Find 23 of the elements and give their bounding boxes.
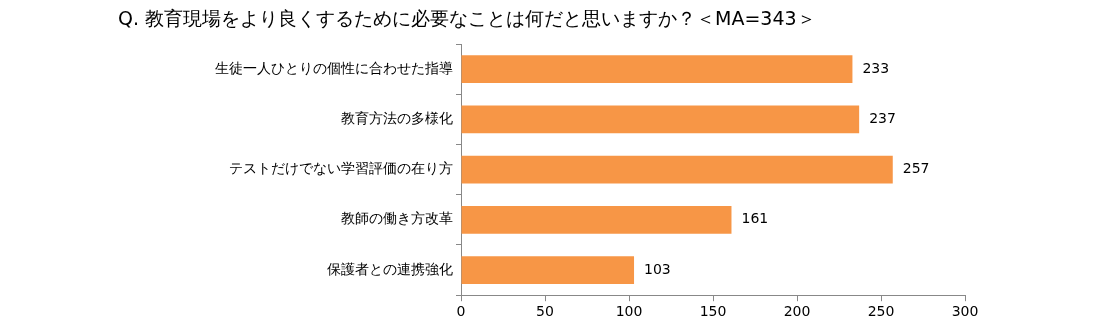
y-tick-label: 教育方法の多様化: [341, 110, 453, 126]
x-tick-label: 250: [867, 303, 895, 320]
data-label: 103: [644, 260, 671, 277]
bar: [461, 155, 893, 184]
data-label: 257: [902, 160, 930, 177]
data-label: 233: [862, 59, 890, 76]
y-tick-label: 保護者との連携強化: [327, 260, 453, 277]
x-tick-label: 50: [536, 303, 554, 320]
x-tick-label: 150: [699, 303, 727, 320]
data-label: 161: [741, 210, 769, 227]
bar: [461, 105, 860, 134]
data-label: 237: [869, 110, 896, 126]
x-tick-label: 100: [615, 303, 643, 320]
bar: [461, 256, 635, 284]
bar: [461, 206, 732, 234]
bar: [461, 55, 853, 83]
x-tick-label: 200: [783, 303, 811, 320]
x-tick-label: 300: [951, 303, 979, 320]
chart-title: Q. 教育現場をより良くするために必要なことは何だと思いますか？＜MA=343＞: [118, 6, 816, 31]
x-tick-label: 0: [456, 303, 466, 320]
y-tick-label: テストだけでない学習評価の在り方: [229, 160, 453, 177]
y-tick-label: 生徒一人ひとりの個性に合わせた指導: [215, 59, 453, 76]
y-tick-label: 教師の働き方改革: [341, 210, 453, 227]
